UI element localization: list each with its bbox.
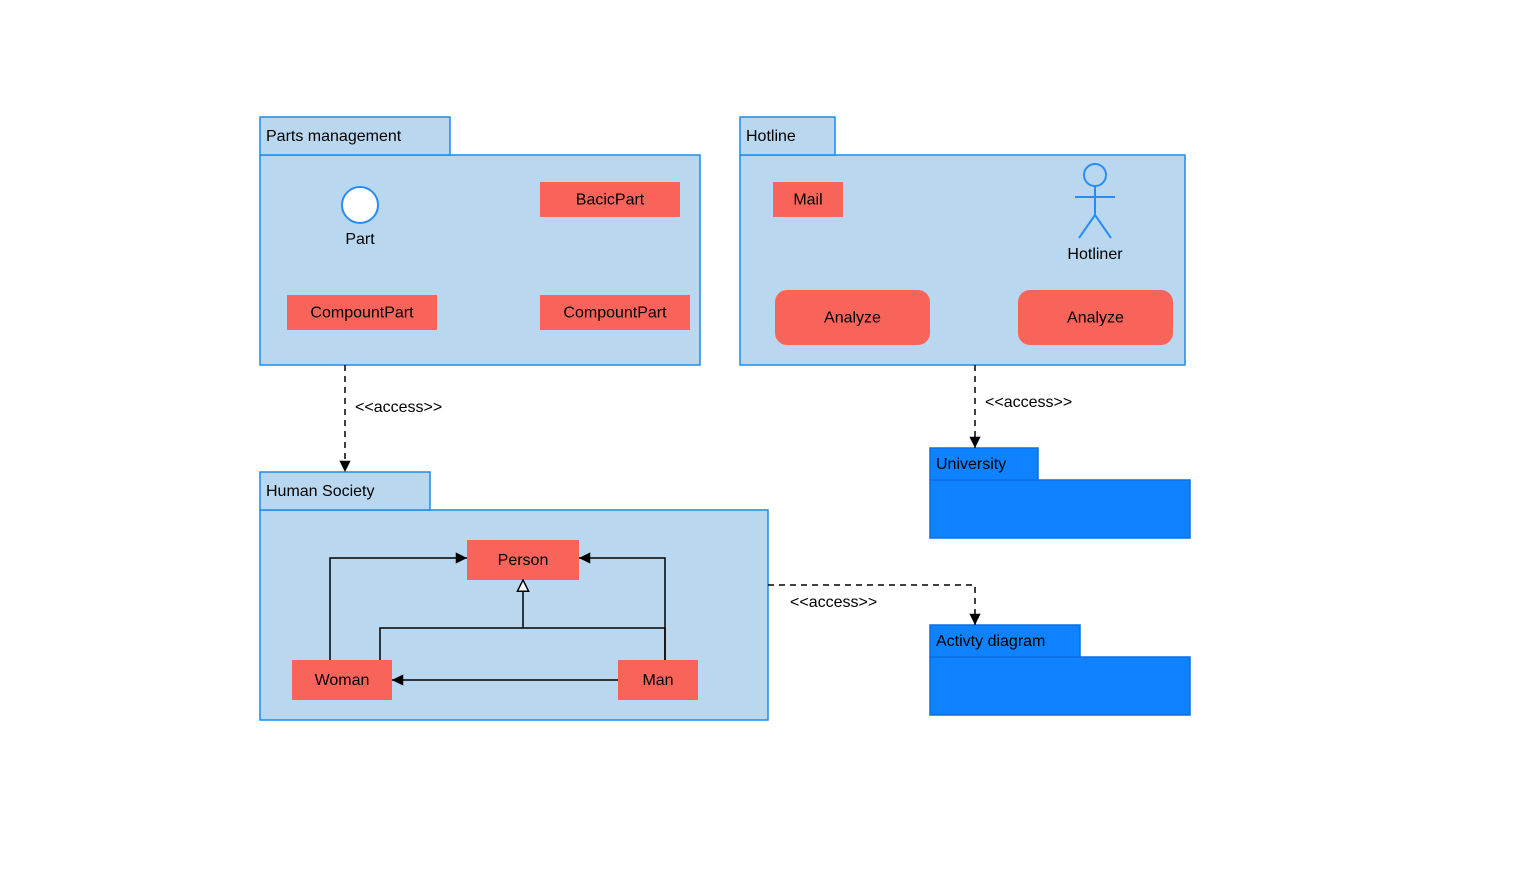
- node-mail: Mail: [773, 182, 843, 217]
- node-woman-label: Woman: [315, 672, 370, 689]
- node-compound2-label: CompountPart: [563, 305, 667, 322]
- node-compound1-label: CompountPart: [310, 305, 414, 322]
- node-man: Man: [618, 660, 698, 700]
- actor-hotliner-label: Hotliner: [1067, 246, 1123, 263]
- edge-human-to-activity-label: <<access>>: [790, 594, 877, 611]
- package-human-title: Human Society: [266, 483, 375, 500]
- package-university-body: [930, 480, 1190, 538]
- edge-parts-to-human-label: <<access>>: [355, 399, 442, 416]
- node-compound2: CompountPart: [540, 295, 690, 330]
- package-hotline-title: Hotline: [746, 128, 796, 145]
- package-activity-body: [930, 657, 1190, 715]
- part-circle-icon: [342, 187, 378, 223]
- node-bacicpart-label: BacicPart: [576, 192, 645, 209]
- node-person-label: Person: [498, 552, 549, 569]
- package-activity-title: Activty diagram: [936, 633, 1045, 650]
- node-part-label: Part: [345, 231, 375, 248]
- package-activity: Activty diagram: [930, 625, 1190, 715]
- node-bacicpart: BacicPart: [540, 182, 680, 217]
- node-man-label: Man: [642, 672, 673, 689]
- node-compound1: CompountPart: [287, 295, 437, 330]
- node-analyze1-label: Analyze: [824, 310, 881, 327]
- node-person: Person: [467, 540, 579, 580]
- node-mail-label: Mail: [793, 192, 822, 209]
- package-university-title: University: [936, 456, 1006, 473]
- node-part: Part: [342, 187, 378, 248]
- node-analyze1: Analyze: [775, 290, 930, 345]
- package-university: University: [930, 448, 1190, 538]
- node-analyze2: Analyze: [1018, 290, 1173, 345]
- edge-hotline-to-univ-label: <<access>>: [985, 394, 1072, 411]
- package-parts-title: Parts management: [266, 128, 402, 145]
- node-analyze2-label: Analyze: [1067, 310, 1124, 327]
- node-woman: Woman: [292, 660, 392, 700]
